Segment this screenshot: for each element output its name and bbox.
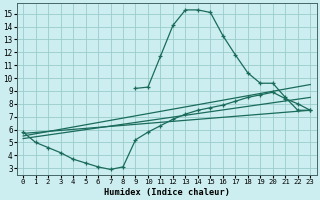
X-axis label: Humidex (Indice chaleur): Humidex (Indice chaleur) <box>104 188 230 197</box>
